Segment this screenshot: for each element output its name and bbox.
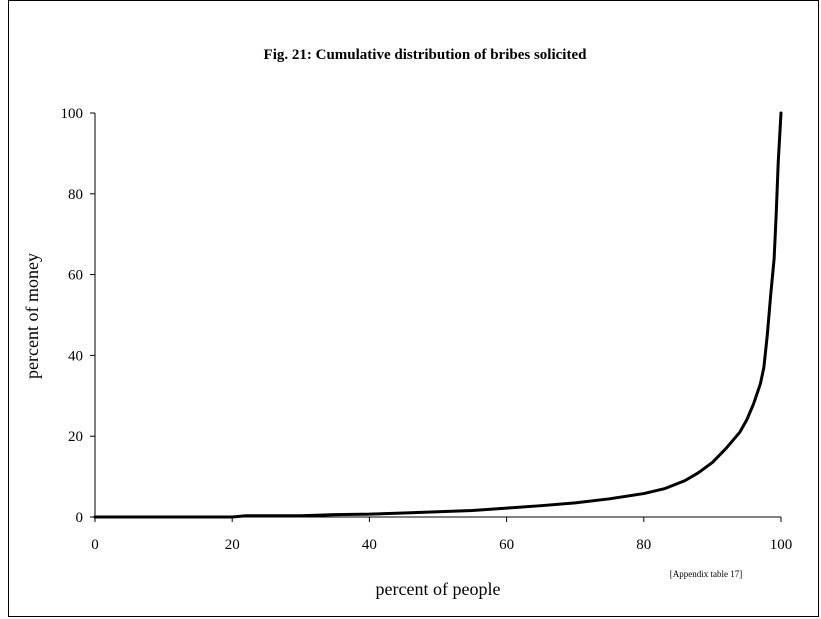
chart-title: Fig. 21: Cumulative distribution of brib… — [264, 47, 588, 63]
chart-frame — [8, 0, 819, 617]
x-tick-label: 60 — [499, 537, 514, 553]
y-tick-label: 20 — [68, 429, 83, 445]
x-tick-label: 0 — [91, 537, 99, 553]
x-tick-label: 100 — [770, 537, 793, 553]
y-tick-label: 100 — [61, 106, 84, 122]
series — [93, 111, 783, 519]
x-tick-label: 20 — [225, 537, 240, 553]
y-axis-label: percent of money — [22, 253, 42, 379]
axes — [94, 113, 781, 518]
y-tick-label: 40 — [68, 348, 83, 364]
y-tick-label: 60 — [68, 268, 83, 284]
ticks: 0 20 40 60 80 100 0 20 40 60 80 100 — [61, 106, 793, 553]
source-note: [Appendix table 17] — [670, 569, 742, 579]
y-tick-label: 80 — [68, 187, 83, 203]
cumulative-distribution-line — [93, 111, 783, 519]
x-axis-label: percent of people — [376, 579, 501, 599]
x-tick-label: 40 — [362, 537, 377, 553]
x-tick-label: 80 — [636, 537, 651, 553]
y-tick-label: 0 — [76, 510, 84, 526]
